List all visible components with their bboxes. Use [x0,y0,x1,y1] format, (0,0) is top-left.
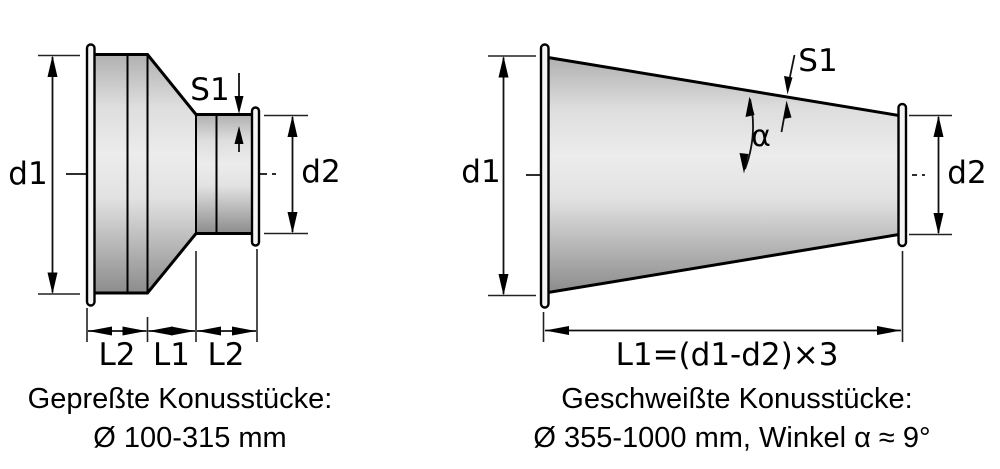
arrowhead-up-icon [498,56,509,78]
right-caption-line1: Geschweißte Konusstücke: [561,383,912,415]
arrowhead-left-icon [197,326,221,336]
outlet-flange [250,106,261,247]
left-s1-callout: S1 [190,72,244,152]
alpha-label: α [751,119,771,154]
arrowhead-up-icon [287,115,298,137]
arrowhead-left-icon [545,326,569,335]
arrowhead-left-icon [88,326,112,336]
right-s1-callout: S1 [780,43,838,133]
arrowhead-left-icon [148,326,173,336]
large-cylinder-body [94,54,148,293]
left-d2-label: d2 [301,154,340,190]
inlet-flange [85,43,96,307]
right-d1-dimension: d1 [461,55,536,297]
arrowhead-down-icon [933,213,944,235]
left-caption-line2: Ø 100-315 mm [93,422,286,454]
right-caption-line2: Ø 355-1000 mm, Winkel α ≈ 9° [533,422,930,454]
left-l1-label: L1 [153,337,190,373]
left-l2-right-label: L2 [208,337,245,373]
arrowhead-down-icon [287,212,298,234]
left-l2-left-label: L2 [99,337,136,373]
right-d1-label: d1 [461,154,500,190]
pressed-cone-figure: d1 d2 S1 [8,43,341,454]
arrowhead-right-icon [877,326,901,335]
arrowhead-up-icon [783,100,792,119]
left-d1-label: d1 [8,156,47,192]
arrowhead-up-icon [234,126,244,144]
cone-section-body [147,54,196,293]
arrowhead-down-icon [498,274,509,296]
arrowhead-down-icon [47,272,58,294]
arrowhead-right-icon [232,326,256,336]
arrowhead-right-icon [122,326,147,336]
small-cylinder-body [196,114,255,234]
right-d2-dimension: d2 [909,114,987,236]
left-s1-label: S1 [190,72,229,108]
welded-cone-body [548,57,899,293]
l1-formula-label: L1=(d1-d2)×3 [616,337,839,373]
alpha-angle-callout: α [739,96,771,174]
arrowhead-down-icon [234,96,244,114]
arrowhead-down-icon [784,76,793,95]
arrowhead-up-icon [933,115,944,137]
left-d1-dimension: d1 [8,54,80,295]
arrowhead-up-icon [745,96,755,117]
arrowhead-up-icon [47,55,58,77]
outlet-flange [897,102,908,248]
left-caption-line1: Gepreßte Konusstücke: [28,383,333,415]
arrowhead-right-icon [171,326,195,336]
arrowhead-down-icon [739,153,749,174]
right-d2-label: d2 [947,155,986,191]
inlet-flange [539,43,550,309]
left-d2-dimension: d2 [264,114,341,235]
left-length-dimensions: L2 L1 L2 [86,249,258,373]
right-s1-label: S1 [798,43,837,79]
welded-cone-figure: d1 d2 S1 α [461,43,986,454]
right-l1-dimension: L1=(d1-d2)×3 [542,251,904,373]
